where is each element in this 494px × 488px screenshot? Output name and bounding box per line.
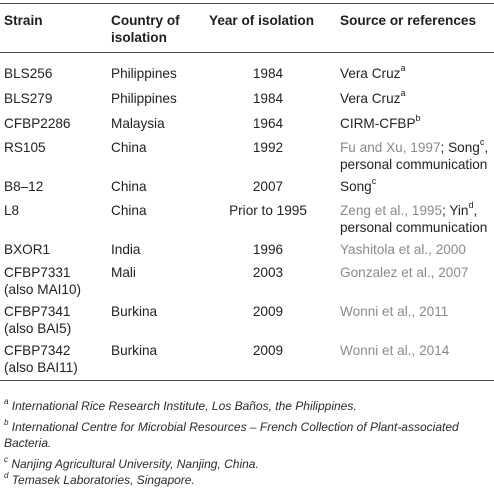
header-country-line2: isolation — [111, 30, 167, 45]
cell-source: Wonni et al., 2014 — [340, 343, 450, 358]
cell-strain: BLS279 — [4, 91, 53, 106]
footnote-line: d Temasek Laboratories, Singapore. — [4, 471, 195, 488]
footnote-line: c Nanjing Agricultural University, Nanji… — [4, 455, 259, 472]
cell-source: Wonni et al., 2011 — [340, 304, 449, 319]
cell-strain: L8 — [4, 203, 20, 218]
cell-strain: (also BAI11) — [4, 360, 78, 375]
cell-year: 1984 — [252, 91, 284, 106]
cell-year: 2007 — [252, 179, 284, 194]
top-rule — [0, 3, 494, 4]
cell-source: personal communication — [340, 220, 488, 235]
cell-source: Vera Cruza — [340, 63, 406, 81]
cell-source: Yashitola et al., 2000 — [340, 242, 466, 257]
cell-year: 2009 — [252, 343, 284, 358]
cell-country: Malaysia — [111, 116, 165, 131]
cell-year: 1984 — [252, 66, 284, 81]
cell-source: Zeng et al., 1995; Yind, — [340, 200, 478, 218]
header-source: Source or references — [340, 13, 477, 28]
cell-strain: CFBP7342 — [4, 343, 71, 358]
cell-source: CIRM-CFBPb — [340, 113, 421, 131]
cell-country: Burkina — [111, 304, 158, 319]
cell-source: Gonzalez et al., 2007 — [340, 265, 469, 280]
cell-year: 2003 — [252, 265, 284, 280]
cell-country: India — [111, 242, 141, 257]
header-rule — [0, 52, 494, 53]
cell-country: China — [111, 140, 147, 155]
cell-source: personal communication — [340, 157, 488, 172]
header-strain: Strain — [4, 13, 43, 28]
header-year: Year of isolation — [209, 13, 314, 28]
cell-source: Songc — [340, 176, 377, 194]
cell-strain: BLS256 — [4, 66, 53, 81]
cell-source: Fu and Xu, 1997; Songc, — [340, 137, 489, 155]
cell-country: Burkina — [111, 343, 158, 358]
footnote-line: a International Rice Research Institute,… — [4, 397, 357, 414]
cell-strain: CFBP7341 — [4, 304, 71, 319]
cell-country: Philippines — [111, 91, 177, 106]
cell-strain: CFBP7331 — [4, 265, 71, 280]
cell-year: 2009 — [252, 304, 284, 319]
bottom-rule — [0, 380, 494, 381]
cell-strain: CFBP2286 — [4, 116, 71, 131]
cell-strain: (also MAI10) — [4, 282, 82, 297]
header-country-line1: Country of — [111, 13, 180, 28]
cell-year: 1964 — [252, 116, 284, 131]
cell-strain: (also BAI5) — [4, 321, 72, 336]
cell-strain: RS105 — [4, 140, 46, 155]
cell-year: Prior to 1995 — [229, 203, 307, 218]
cell-country: Mali — [111, 265, 136, 280]
cell-country: China — [111, 203, 147, 218]
cell-country: China — [111, 179, 147, 194]
cell-strain: B8–12 — [4, 179, 44, 194]
cell-year: 1992 — [252, 140, 284, 155]
footnote-line: b International Centre for Microbial Res… — [4, 418, 459, 435]
footnote-line: Bacteria. — [4, 436, 52, 450]
cell-source: Vera Cruza — [340, 88, 406, 106]
cell-country: Philippines — [111, 66, 177, 81]
cell-strain: BXOR1 — [4, 242, 51, 257]
cell-year: 1996 — [252, 242, 284, 257]
